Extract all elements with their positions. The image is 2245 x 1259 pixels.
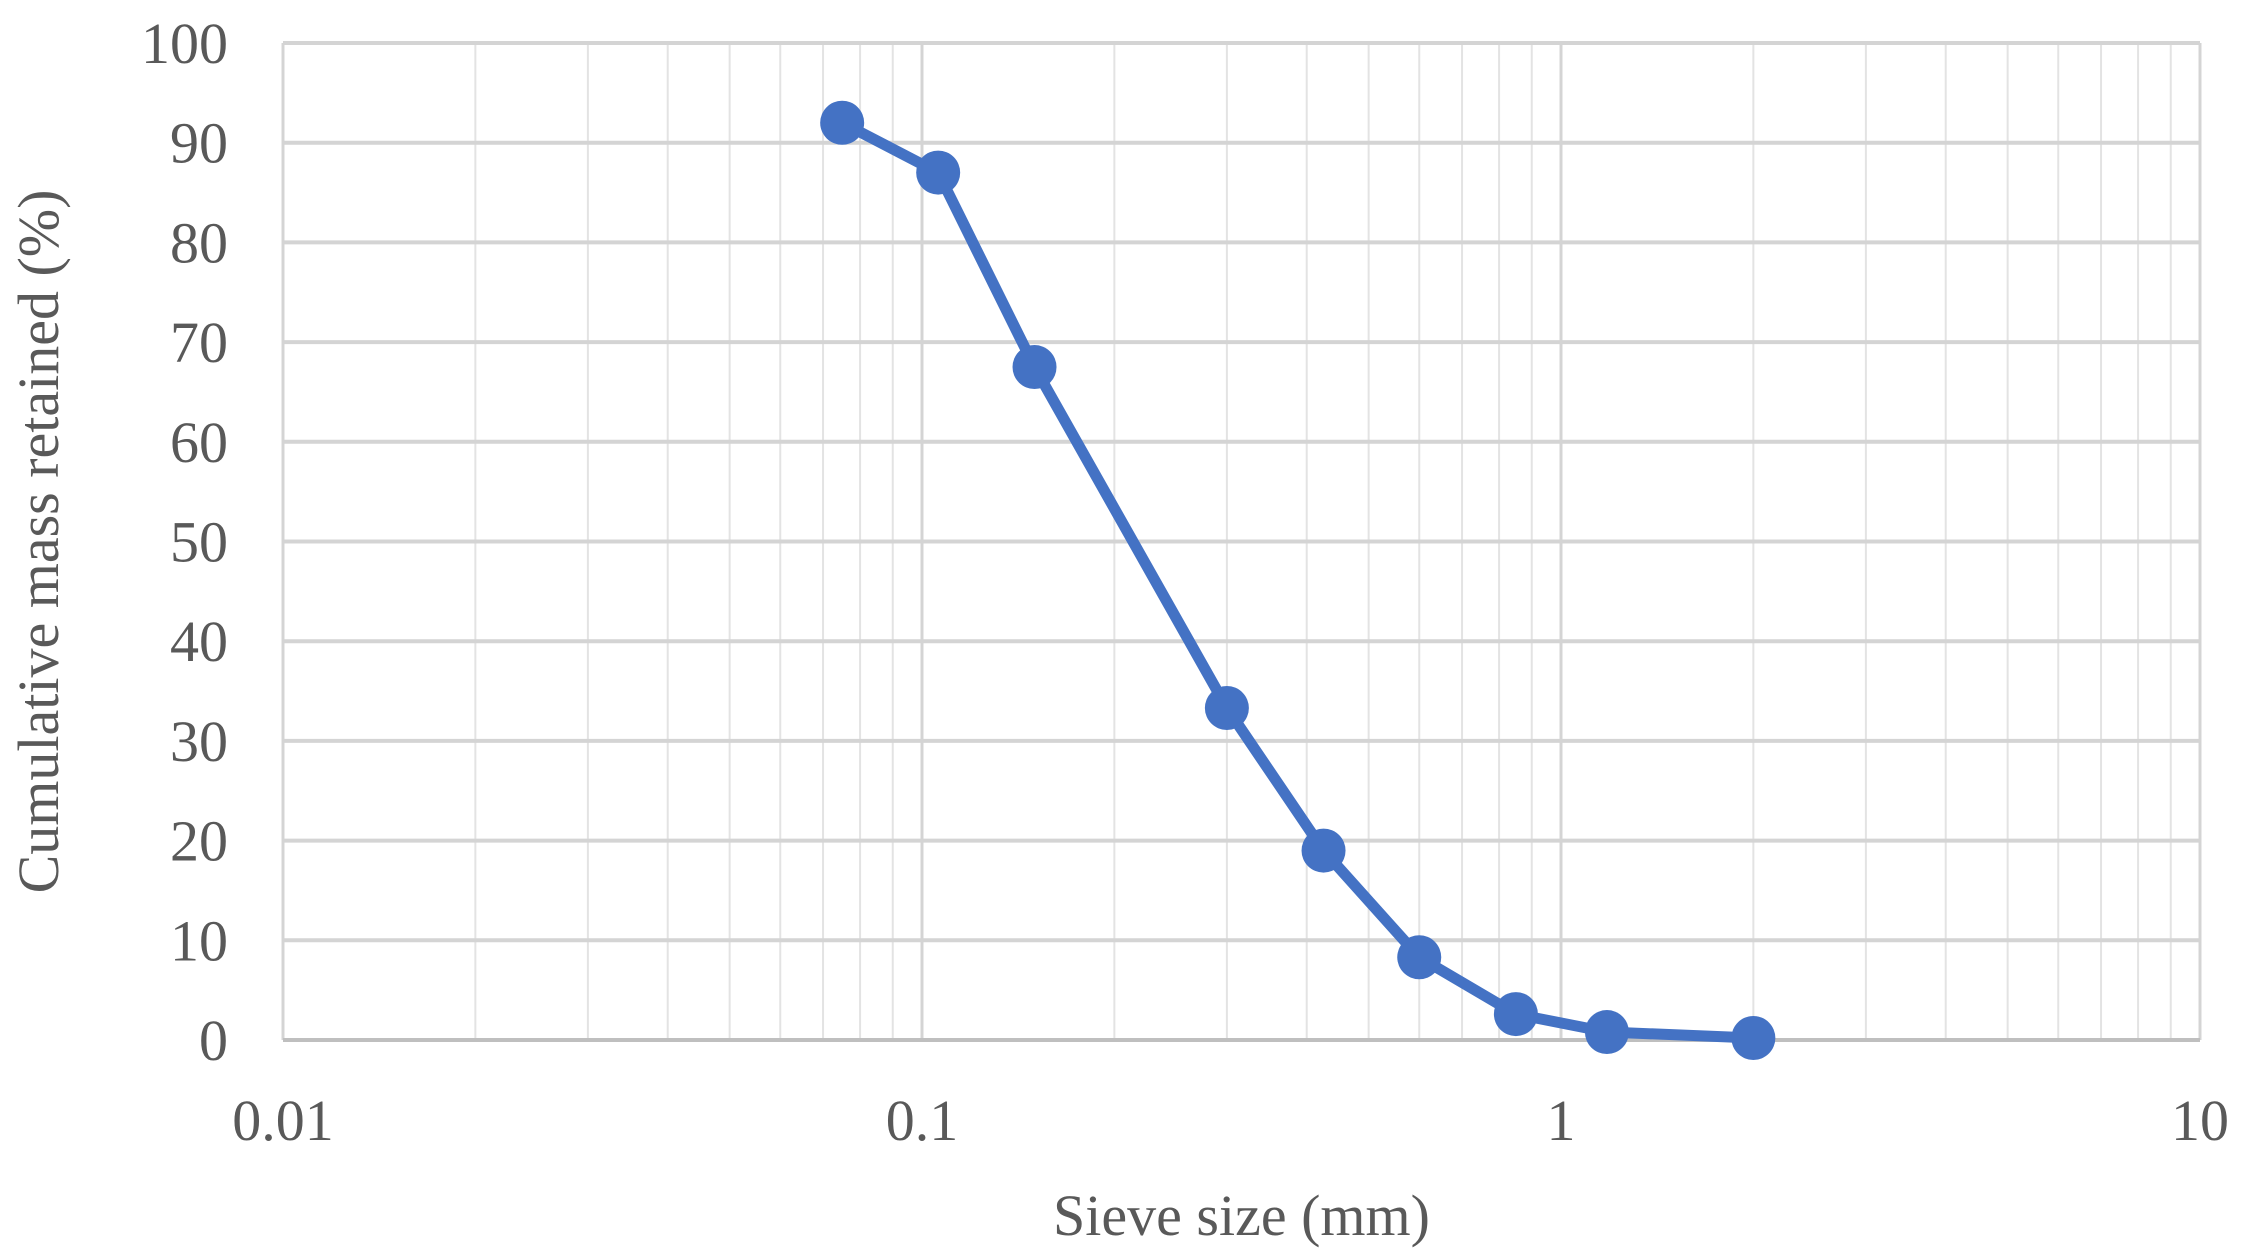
y-tick-label: 0 [199, 1008, 228, 1073]
y-axis-title: Cumulative mass retained (%) [6, 190, 71, 894]
y-tick-label: 90 [170, 111, 228, 176]
x-tick-label: 0.1 [886, 1088, 959, 1153]
x-axis-title: Sieve size (mm) [1053, 1183, 1430, 1248]
data-point [1731, 1016, 1776, 1061]
series-group [820, 100, 1776, 1061]
y-tick-label: 100 [141, 11, 228, 76]
x-tick-label: 10 [2171, 1088, 2229, 1153]
data-point [1301, 828, 1346, 873]
y-tick-label: 50 [170, 510, 228, 575]
y-tick-label: 10 [170, 908, 228, 973]
data-point [820, 100, 865, 145]
tick-labels: 0 10 20 30 40 50 60 70 80 90 100 0.01 0.1 1 10 [141, 11, 2229, 1153]
y-tick-label: 20 [170, 809, 228, 874]
y-tick-label: 60 [170, 410, 228, 475]
y-tick-label: 40 [170, 609, 228, 674]
y-tick-label: 70 [170, 310, 228, 375]
data-point [916, 150, 961, 195]
x-tick-label: 0.01 [232, 1088, 334, 1153]
y-tick-label: 80 [170, 210, 228, 275]
data-point [1397, 935, 1442, 980]
series-line [836, 117, 1759, 1044]
data-point [1012, 345, 1057, 390]
y-tick-label: 30 [170, 709, 228, 774]
major-gridlines [281, 41, 2202, 1040]
data-point [1204, 685, 1249, 730]
x-tick-label: 1 [1547, 1088, 1576, 1153]
data-point [1584, 1010, 1629, 1055]
data-point [1493, 992, 1538, 1037]
